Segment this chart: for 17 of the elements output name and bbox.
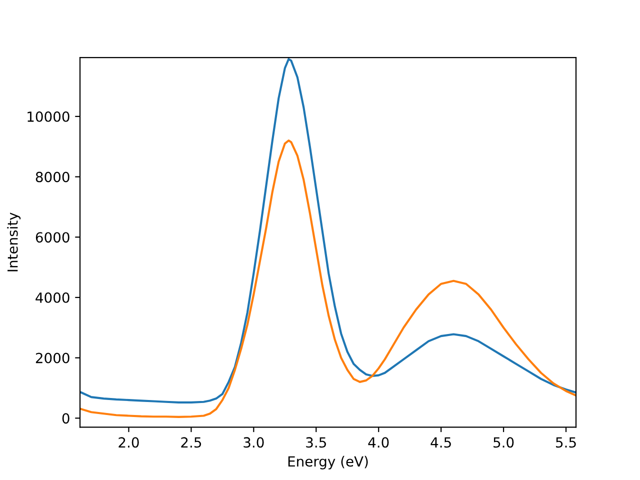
line-series — [80, 140, 576, 418]
y-tick-label: 2000 — [36, 352, 70, 364]
x-tick-label: 4.0 — [368, 437, 389, 448]
y-tick-label: 0 — [62, 413, 70, 424]
x-tick-label: 5.5 — [556, 437, 576, 448]
y-tick-label: 10000 — [28, 111, 70, 122]
y-tick-label: 6000 — [36, 232, 70, 243]
x-tick-label: 3.5 — [306, 437, 326, 448]
y-tick-label: 8000 — [36, 172, 70, 182]
x-axis-title: Energy (eV) — [288, 456, 368, 470]
x-tick-label: 4.5 — [430, 437, 451, 448]
x-tick-label: 3.0 — [244, 437, 264, 448]
x-tick-label: 2.5 — [181, 437, 202, 448]
y-axis-title: Intensity — [7, 212, 21, 272]
y-tick-label: 4000 — [36, 292, 70, 303]
x-tick-label: 5.0 — [494, 437, 514, 448]
x-tick-label: 2.0 — [118, 437, 139, 448]
